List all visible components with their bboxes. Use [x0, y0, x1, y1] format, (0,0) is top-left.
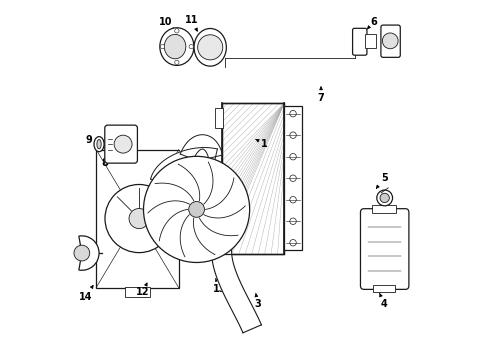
Bar: [285, 107, 302, 250]
Circle shape: [189, 44, 194, 49]
Bar: [125, 287, 150, 297]
Circle shape: [160, 44, 165, 49]
Text: 1: 1: [256, 139, 268, 149]
Circle shape: [114, 135, 132, 153]
Polygon shape: [212, 247, 261, 333]
Text: 10: 10: [159, 17, 174, 31]
Text: 6: 6: [367, 17, 377, 29]
Circle shape: [175, 60, 179, 64]
Text: 13: 13: [213, 278, 227, 294]
Circle shape: [175, 29, 179, 33]
Bar: [221, 103, 285, 253]
Circle shape: [290, 111, 296, 117]
Text: 14: 14: [79, 285, 93, 302]
Circle shape: [189, 202, 204, 217]
Ellipse shape: [94, 136, 104, 152]
Circle shape: [105, 184, 173, 253]
FancyBboxPatch shape: [381, 25, 400, 57]
Text: 3: 3: [254, 293, 261, 309]
Text: 8: 8: [101, 157, 111, 168]
Circle shape: [144, 156, 250, 262]
Circle shape: [382, 33, 398, 49]
FancyBboxPatch shape: [353, 28, 367, 55]
Bar: [365, 34, 375, 48]
Bar: [372, 205, 396, 213]
FancyBboxPatch shape: [105, 125, 137, 163]
Text: 7: 7: [318, 87, 324, 103]
Ellipse shape: [164, 35, 186, 59]
Ellipse shape: [194, 28, 226, 66]
Text: 11: 11: [185, 15, 198, 31]
FancyBboxPatch shape: [361, 209, 409, 289]
Text: 5: 5: [376, 173, 388, 188]
Bar: [215, 228, 223, 244]
Circle shape: [380, 193, 390, 203]
Circle shape: [129, 208, 149, 229]
Circle shape: [290, 218, 296, 225]
Bar: [215, 108, 223, 128]
Text: 2: 2: [166, 171, 175, 187]
Polygon shape: [180, 135, 222, 159]
Bar: [221, 103, 285, 253]
Circle shape: [74, 245, 90, 261]
Bar: [96, 149, 179, 288]
Circle shape: [290, 197, 296, 203]
Text: 4: 4: [380, 293, 388, 309]
Circle shape: [197, 35, 223, 60]
Ellipse shape: [160, 28, 194, 66]
Circle shape: [290, 175, 296, 181]
Bar: [373, 285, 395, 292]
Text: 12: 12: [136, 283, 149, 297]
Circle shape: [377, 190, 392, 206]
Text: 9: 9: [86, 135, 98, 145]
Circle shape: [290, 239, 296, 246]
Wedge shape: [79, 236, 99, 270]
Ellipse shape: [97, 139, 101, 149]
Circle shape: [290, 132, 296, 138]
Polygon shape: [150, 148, 218, 183]
Circle shape: [290, 153, 296, 160]
